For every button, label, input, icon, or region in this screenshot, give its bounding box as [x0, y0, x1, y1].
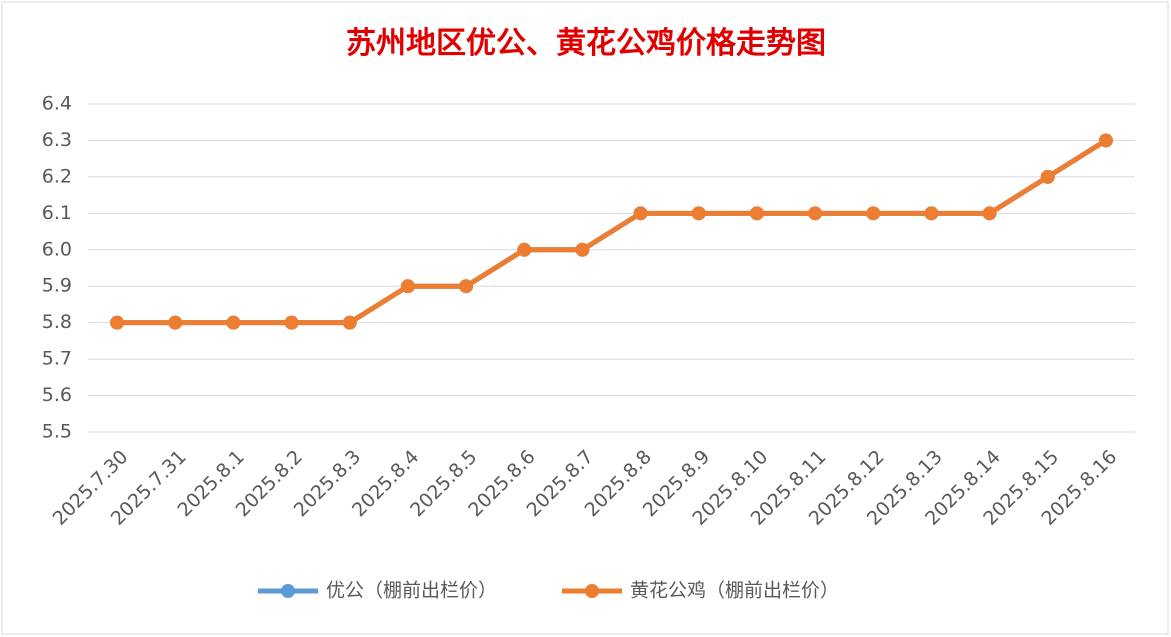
- y-tick-label: 5.8: [42, 311, 72, 333]
- y-tick-label: 5.9: [42, 275, 72, 297]
- data-point: [633, 206, 648, 221]
- data-point: [575, 242, 590, 257]
- data-point: [459, 279, 474, 294]
- y-tick-label: 5.7: [42, 348, 72, 370]
- chart-title: 苏州地区优公、黄花公鸡价格走势图: [346, 26, 826, 61]
- y-tick-label: 5.5: [42, 421, 72, 443]
- legend-label: 优公（棚前出栏价）: [326, 580, 497, 602]
- data-point: [691, 206, 706, 221]
- data-point: [749, 206, 764, 221]
- data-point: [1040, 169, 1055, 184]
- data-point: [982, 206, 997, 221]
- data-point: [400, 279, 415, 294]
- y-tick-label: 6.0: [42, 238, 72, 260]
- y-tick-label: 6.2: [42, 165, 72, 187]
- data-point: [1098, 133, 1113, 148]
- y-tick-label: 6.3: [42, 129, 72, 151]
- y-tick-label: 6.4: [42, 93, 72, 115]
- y-tick-label: 5.6: [42, 384, 72, 406]
- legend-marker: [585, 584, 599, 598]
- data-point: [226, 315, 241, 330]
- data-point: [168, 315, 183, 330]
- legend-marker: [281, 584, 295, 598]
- data-point: [924, 206, 939, 221]
- data-point: [517, 242, 532, 257]
- data-point: [808, 206, 823, 221]
- data-point: [866, 206, 881, 221]
- data-point: [284, 315, 299, 330]
- y-tick-label: 6.1: [42, 202, 72, 224]
- data-point: [342, 315, 357, 330]
- data-point: [110, 315, 125, 330]
- series-line: [117, 138, 1108, 326]
- legend-label: 黄花公鸡（棚前出栏价）: [630, 580, 839, 602]
